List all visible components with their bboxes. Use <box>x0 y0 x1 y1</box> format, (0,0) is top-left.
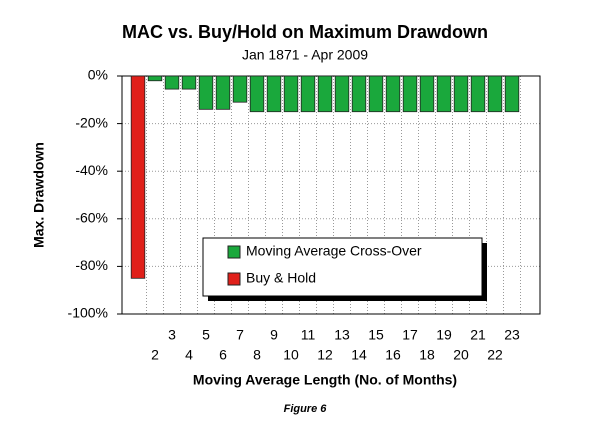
x-tick-label: 9 <box>270 327 278 343</box>
x-tick-label: 10 <box>283 347 299 363</box>
legend-label: Moving Average Cross-Over <box>246 243 422 259</box>
bar <box>368 75 384 113</box>
bar <box>487 75 503 113</box>
bar <box>249 75 265 113</box>
bar <box>504 75 520 113</box>
chart-title: MAC vs. Buy/Hold on Maximum Drawdown <box>122 22 488 42</box>
x-tick-label: 12 <box>317 347 333 363</box>
x-tick-label: 17 <box>402 327 418 343</box>
bar <box>317 75 333 113</box>
x-tick-label: 6 <box>219 347 227 363</box>
legend-swatch <box>227 245 241 259</box>
x-tick-label: 13 <box>334 327 350 343</box>
caption: Figure 6 <box>284 403 328 415</box>
x-tick-label: 16 <box>385 347 401 363</box>
x-tick-label: 11 <box>301 327 316 343</box>
bar <box>198 75 214 110</box>
bar <box>164 75 180 90</box>
bar <box>300 75 316 113</box>
x-tick-label: 18 <box>419 347 435 363</box>
bar <box>232 75 248 103</box>
y-tick-label: -80% <box>75 257 108 273</box>
x-tick-label: 14 <box>351 347 367 363</box>
bar <box>215 75 231 110</box>
x-tick-label: 7 <box>236 327 244 343</box>
bar <box>283 75 299 113</box>
x-tick-label: 19 <box>436 327 452 343</box>
bar <box>351 75 367 113</box>
y-tick-label: -100% <box>68 305 108 321</box>
x-tick-label: 20 <box>453 347 469 363</box>
chart-subtitle: Jan 1871 - Apr 2009 <box>242 47 368 63</box>
y-tick-label: -40% <box>75 162 108 178</box>
x-tick-label: 21 <box>470 327 486 343</box>
bar <box>402 75 418 113</box>
legend-box <box>202 237 483 297</box>
bar <box>385 75 401 113</box>
x-axis-label: Moving Average Length (No. of Months) <box>193 372 457 388</box>
x-tick-label: 22 <box>487 347 503 363</box>
x-tick-label: 5 <box>202 327 210 343</box>
x-tick-label: 2 <box>151 347 159 363</box>
bar <box>334 75 350 113</box>
bar <box>147 75 163 82</box>
bar <box>419 75 435 113</box>
y-axis-label: Max. Drawdown <box>31 142 47 248</box>
x-tick-label: 23 <box>504 327 520 343</box>
x-tick-label: 8 <box>253 347 261 363</box>
x-tick-label: 15 <box>368 327 384 343</box>
bar <box>436 75 452 113</box>
legend-label: Buy & Hold <box>246 270 316 286</box>
y-tick-label: 0% <box>88 67 108 83</box>
bar <box>266 75 282 113</box>
x-tick-label: 4 <box>185 347 193 363</box>
bar <box>470 75 486 113</box>
y-tick-label: -20% <box>75 114 108 130</box>
y-tick-label: -60% <box>75 210 108 226</box>
bar <box>181 75 197 90</box>
bar <box>130 75 146 279</box>
x-tick-label: 3 <box>168 327 176 343</box>
bar <box>453 75 469 113</box>
legend-swatch <box>227 272 241 286</box>
